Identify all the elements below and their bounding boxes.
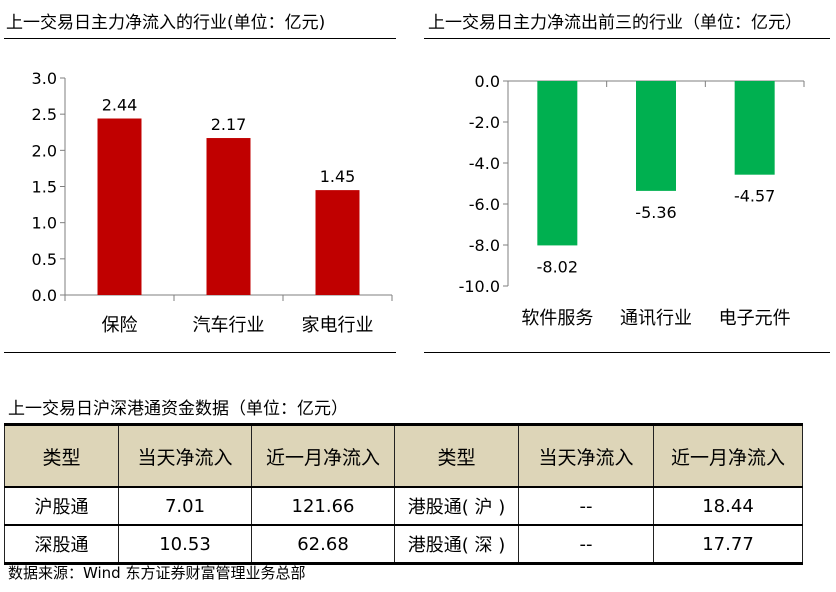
outflow-bottom-rule [424,352,830,353]
connect-table-title: 上一交易日沪深港通资金数据（单位：亿元） [8,399,348,419]
bar [537,81,578,246]
column-header: 类型 [394,424,519,488]
y-tick-label: 0.0 [475,72,500,91]
y-tick-label: 3.0 [32,69,57,88]
table-cell: 18.44 [653,486,803,526]
bar-value-label: -5.36 [635,203,676,222]
table-cell: 62.68 [251,524,395,564]
category-label: 软件服务 [521,308,593,329]
inflow-bottom-rule [4,352,396,353]
bar [734,81,775,175]
table-cell: 10.53 [118,524,252,564]
bar [636,81,676,191]
category-label: 通讯行业 [620,308,692,329]
table-cell: 沪股通 [4,486,119,526]
connect-flow-table: 类型 当天净流入 近一月净流入 类型 当天净流入 近一月净流入 沪股通 7.01… [4,423,803,565]
y-tick-label: 0.5 [32,250,57,269]
bar-value-label: 1.45 [320,167,356,186]
column-header: 当天净流入 [518,424,654,488]
y-tick-label: 1.5 [32,178,57,197]
bar [315,190,360,295]
inflow-title-rule [4,38,396,39]
y-tick-label: 2.5 [32,105,57,124]
y-tick-label: 0.0 [32,286,57,305]
outflow-title-rule [424,38,830,39]
data-source-note: 数据来源：Wind 东方证券财富管理业务总部 [8,564,306,582]
category-label: 家电行业 [302,315,374,336]
category-label: 保险 [102,315,138,336]
outflow-chart-title: 上一交易日主力净流出前三的行业（单位：亿元） [428,13,802,33]
table-cell: 港股通( 沪 ) [394,486,519,526]
bar-value-label: 2.17 [211,115,247,134]
table-cell: 深股通 [4,524,119,564]
inflow-chart-title: 上一交易日主力净流入的行业(单位：亿元) [6,13,326,33]
bar [97,118,142,295]
table-cell: 17.77 [653,524,803,564]
table-cell: 港股通( 深 ) [394,524,519,564]
category-label: 汽车行业 [193,315,265,336]
bar-value-label: -4.57 [734,187,775,206]
column-header: 类型 [4,424,119,488]
table-row: 深股通 10.53 62.68 港股通( 深 ) -- 17.77 [4,524,803,564]
column-header: 当天净流入 [118,424,252,488]
table-header-row: 类型 当天净流入 近一月净流入 类型 当天净流入 近一月净流入 [4,424,803,488]
column-header: 近一月净流入 [251,424,395,488]
table-cell: 7.01 [118,486,252,526]
table-cell: -- [518,524,654,564]
bar-value-label: 2.44 [102,96,138,115]
y-tick-label: -2.0 [469,113,500,132]
table-cell: -- [518,486,654,526]
y-tick-label: -4.0 [469,154,500,173]
y-tick-label: -10.0 [459,277,500,296]
y-tick-label: -6.0 [469,195,500,214]
bar [206,138,251,295]
y-tick-label: 2.0 [32,141,57,160]
y-tick-label: 1.0 [32,214,57,233]
table-cell: 121.66 [251,486,395,526]
bar-value-label: -8.02 [537,257,578,276]
column-header: 近一月净流入 [653,424,803,488]
category-label: 电子元件 [719,308,791,329]
y-tick-label: -8.0 [469,236,500,255]
table-row: 沪股通 7.01 121.66 港股通( 沪 ) -- 18.44 [4,486,803,526]
